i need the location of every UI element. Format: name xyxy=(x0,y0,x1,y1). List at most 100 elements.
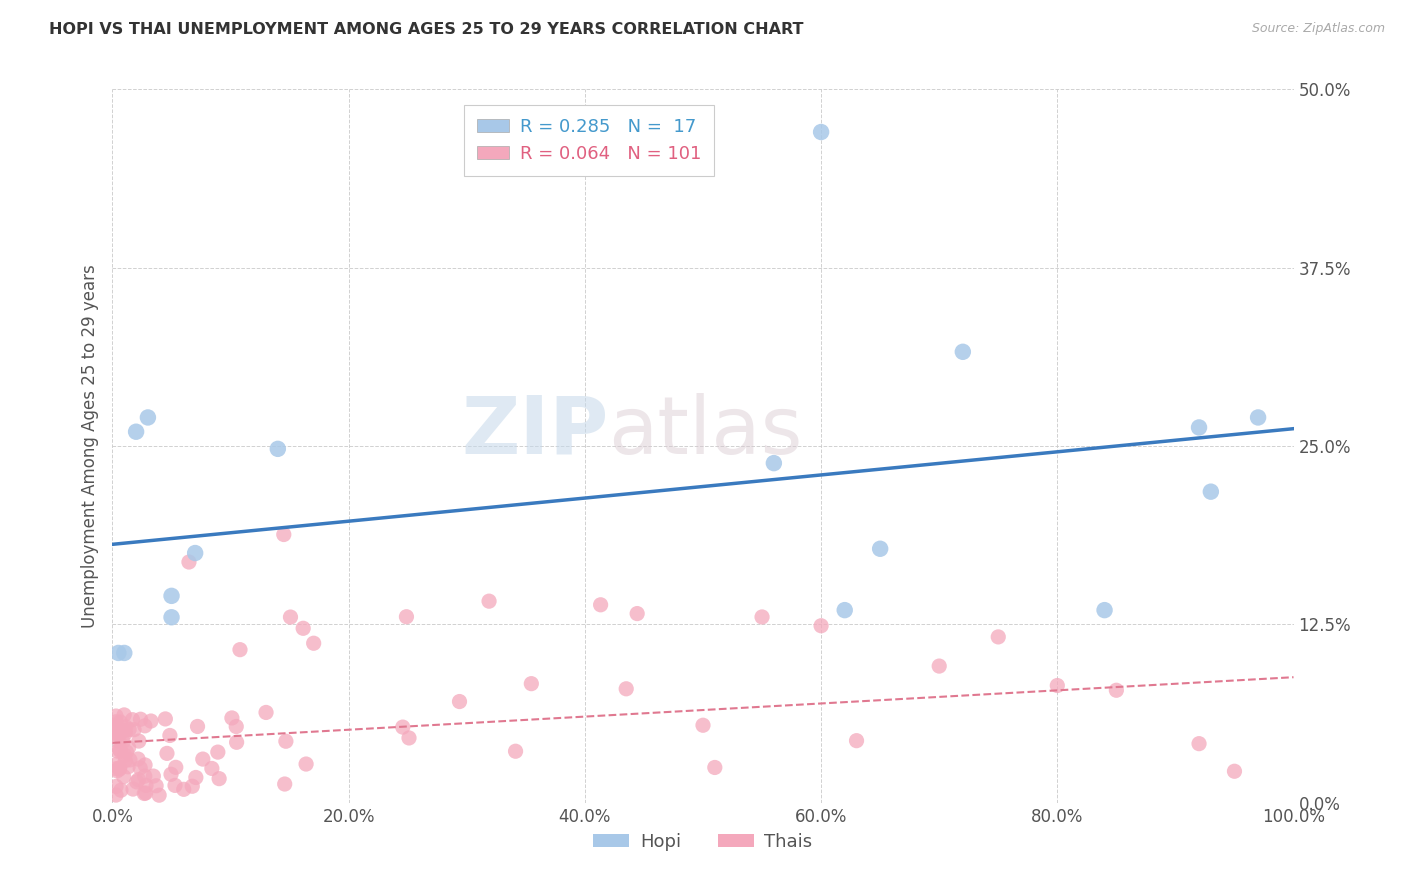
Point xyxy=(207,745,229,759)
Y-axis label: Unemployment Among Ages 25 to 29 years: Unemployment Among Ages 25 to 29 years xyxy=(80,264,98,628)
Point xyxy=(391,720,413,734)
Point xyxy=(274,734,297,748)
Point xyxy=(267,442,290,456)
Point xyxy=(105,709,128,723)
Point xyxy=(135,786,157,800)
Text: Source: ZipAtlas.com: Source: ZipAtlas.com xyxy=(1251,22,1385,36)
Point xyxy=(105,723,128,738)
Point xyxy=(121,713,143,727)
Point xyxy=(191,752,214,766)
Point xyxy=(114,723,136,738)
Point xyxy=(160,589,183,603)
Point xyxy=(117,740,139,755)
Point xyxy=(221,711,243,725)
Point xyxy=(110,744,132,758)
Point xyxy=(181,779,204,793)
Point xyxy=(105,718,128,732)
Point xyxy=(117,760,139,774)
Point xyxy=(134,719,156,733)
Point xyxy=(398,731,420,745)
Text: atlas: atlas xyxy=(609,392,803,471)
Point xyxy=(128,734,150,748)
Point xyxy=(122,723,145,737)
Point xyxy=(302,636,325,650)
Point xyxy=(108,761,131,775)
Point xyxy=(173,782,195,797)
Point xyxy=(295,757,318,772)
Point xyxy=(118,753,141,767)
Point xyxy=(692,718,714,732)
Point xyxy=(184,771,207,785)
Point xyxy=(136,410,159,425)
Point xyxy=(127,772,149,787)
Point xyxy=(184,546,207,560)
Point xyxy=(114,754,136,768)
Point xyxy=(177,555,200,569)
Point xyxy=(165,760,187,774)
Point xyxy=(125,775,148,789)
Point xyxy=(142,769,165,783)
Point xyxy=(105,762,128,776)
Point xyxy=(115,745,138,759)
Point xyxy=(762,456,785,470)
Point xyxy=(834,603,856,617)
Point xyxy=(186,719,208,733)
Point xyxy=(751,610,773,624)
Point xyxy=(703,760,725,774)
Point xyxy=(114,726,136,740)
Point xyxy=(987,630,1010,644)
Point xyxy=(273,777,295,791)
Point xyxy=(845,733,868,747)
Point xyxy=(108,734,131,748)
Point xyxy=(1105,683,1128,698)
Point xyxy=(129,712,152,726)
Point xyxy=(156,747,179,761)
Point xyxy=(112,646,135,660)
Point xyxy=(105,757,128,772)
Point xyxy=(1223,764,1246,779)
Point xyxy=(105,764,128,778)
Point xyxy=(1046,679,1069,693)
Point xyxy=(1188,420,1211,434)
Point xyxy=(928,659,950,673)
Point xyxy=(108,714,131,729)
Point xyxy=(1247,410,1270,425)
Point xyxy=(505,744,527,758)
Point xyxy=(107,744,129,758)
Legend: Hopi, Thais: Hopi, Thais xyxy=(586,826,820,858)
Point xyxy=(105,714,128,729)
Point xyxy=(810,619,832,633)
Point xyxy=(449,694,471,708)
Point xyxy=(155,712,177,726)
Point xyxy=(614,681,637,696)
Point xyxy=(952,344,974,359)
Point xyxy=(626,607,648,621)
Point xyxy=(107,728,129,742)
Point xyxy=(127,752,149,766)
Point xyxy=(163,778,186,792)
Point xyxy=(273,527,295,541)
Point xyxy=(395,609,418,624)
Text: HOPI VS THAI UNEMPLOYMENT AMONG AGES 25 TO 29 YEARS CORRELATION CHART: HOPI VS THAI UNEMPLOYMENT AMONG AGES 25 … xyxy=(49,22,804,37)
Point xyxy=(134,758,156,772)
Point xyxy=(229,642,252,657)
Text: ZIP: ZIP xyxy=(461,392,609,471)
Point xyxy=(1188,737,1211,751)
Point xyxy=(869,541,891,556)
Point xyxy=(114,720,136,734)
Point xyxy=(478,594,501,608)
Point xyxy=(112,734,135,748)
Point xyxy=(159,729,181,743)
Point xyxy=(520,676,543,690)
Point xyxy=(125,425,148,439)
Point xyxy=(589,598,612,612)
Point xyxy=(292,621,315,635)
Point xyxy=(135,779,157,793)
Point xyxy=(225,735,247,749)
Point xyxy=(118,723,141,737)
Point xyxy=(112,770,135,784)
Point xyxy=(208,772,231,786)
Point xyxy=(114,748,136,763)
Point xyxy=(105,780,128,794)
Point xyxy=(107,646,129,660)
